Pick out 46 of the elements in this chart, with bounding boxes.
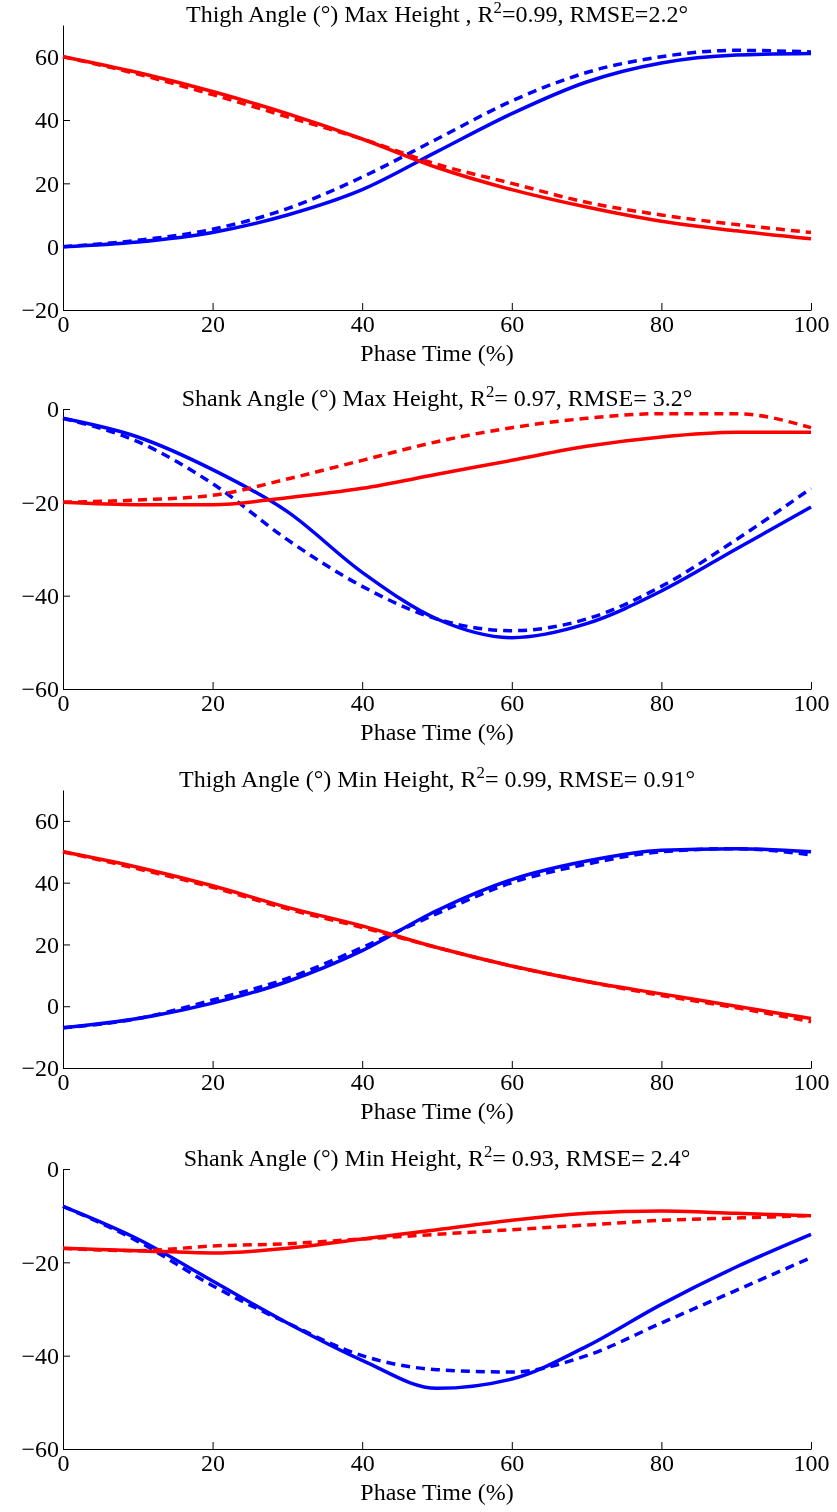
x-axis-title: Phase Time (%) bbox=[360, 719, 514, 745]
x-tick-label: 100 bbox=[793, 311, 830, 337]
y-tick-label: −40 bbox=[21, 1342, 59, 1369]
x-tick-label: 80 bbox=[649, 1450, 674, 1476]
chart-title: Thigh Angle (°) Min Height, R$^{2}$= 0.99, RMSE= 0.91° bbox=[179, 762, 695, 792]
x-tick-label: 100 bbox=[793, 690, 830, 716]
y-tick-label: −60 bbox=[21, 676, 59, 703]
y-tick-label: −40 bbox=[21, 582, 59, 609]
x-tick-label: 20 bbox=[201, 311, 226, 337]
x-tick-label: 20 bbox=[201, 1450, 226, 1476]
y-tick-label: −20 bbox=[21, 489, 59, 516]
y-tick-label: 60 bbox=[35, 43, 59, 70]
x-tick-label: 40 bbox=[350, 311, 375, 337]
x-tick-label: 40 bbox=[350, 1069, 375, 1095]
y-tick-label: −20 bbox=[21, 1249, 59, 1276]
y-tick-label: 40 bbox=[35, 107, 59, 134]
y-tick-label: 0 bbox=[47, 1156, 59, 1183]
x-axis-title: Phase Time (%) bbox=[360, 1098, 514, 1124]
x-tick-label: 60 bbox=[500, 1450, 525, 1476]
y-tick-label: −20 bbox=[21, 297, 59, 324]
chart-title: Shank Angle (°) Min Height, R$^{2}$= 0.93, RMSE= 2.4° bbox=[183, 1141, 691, 1171]
y-tick-label: 20 bbox=[35, 170, 59, 197]
y-tick-label: −60 bbox=[21, 1436, 59, 1463]
x-tick-label: 100 bbox=[793, 1450, 830, 1476]
y-tick-label: −20 bbox=[21, 1055, 59, 1082]
y-tick-label: 0 bbox=[47, 993, 59, 1020]
x-tick-label: 40 bbox=[350, 690, 375, 716]
x-tick-label: 60 bbox=[500, 311, 525, 337]
x-tick-label: 80 bbox=[649, 690, 674, 716]
chart-title: Shank Angle (°) Max Height, R$^{2}$= 0.97, RMSE= 3.2° bbox=[181, 381, 693, 411]
chart-title: Thigh Angle (°) Max Height , R$^{2}$=0.99, RMSE=2.2° bbox=[186, 0, 688, 27]
x-tick-label: 20 bbox=[201, 1069, 226, 1095]
y-tick-label: 0 bbox=[47, 233, 59, 260]
x-tick-label: 40 bbox=[350, 1450, 375, 1476]
x-tick-label: 100 bbox=[793, 1069, 830, 1095]
x-tick-label: 60 bbox=[500, 1069, 525, 1095]
x-tick-label: 80 bbox=[649, 1069, 674, 1095]
x-tick-label: 60 bbox=[500, 690, 525, 716]
x-axis-title: Phase Time (%) bbox=[360, 1479, 514, 1505]
y-tick-label: 60 bbox=[35, 808, 59, 835]
y-tick-label: 40 bbox=[35, 869, 59, 896]
y-tick-label: 0 bbox=[47, 396, 59, 423]
y-tick-label: 20 bbox=[35, 931, 59, 958]
x-tick-label: 20 bbox=[201, 690, 226, 716]
x-tick-label: 80 bbox=[649, 311, 674, 337]
x-axis-title: Phase Time (%) bbox=[360, 340, 514, 366]
